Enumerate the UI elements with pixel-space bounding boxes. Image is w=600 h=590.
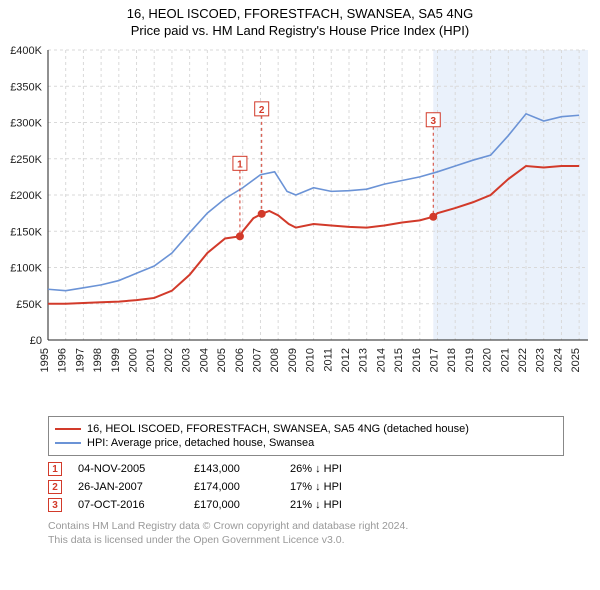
svg-text:£250K: £250K [10,154,42,166]
svg-text:2023: 2023 [535,348,547,372]
svg-text:2008: 2008 [269,348,281,372]
svg-text:2002: 2002 [163,348,175,372]
transaction-table: 1 04-NOV-2005 £143,000 26% ↓ HPI 2 26-JAN-200… [48,462,564,512]
svg-text:2011: 2011 [322,348,334,372]
svg-text:£150K: £150K [10,226,42,238]
svg-text:1999: 1999 [110,348,122,372]
svg-text:1995: 1995 [39,348,51,372]
svg-text:2021: 2021 [499,348,511,372]
svg-text:1996: 1996 [57,348,69,372]
title-subtitle: Price paid vs. HM Land Registry's House … [0,23,600,38]
chart-container: £0 £50K £100K £150K £200K £250K £300K £350K £400… [0,40,600,410]
svg-text:2001: 2001 [145,348,157,372]
svg-text:2015: 2015 [393,348,405,372]
svg-text:£0: £0 [30,335,42,347]
transaction-delta: 26% ↓ HPI [290,463,342,475]
footer-attribution: Contains HM Land Registry data © Crown c… [48,520,564,547]
svg-text:£50K: £50K [16,299,42,311]
svg-text:2010: 2010 [305,348,317,372]
transaction-delta: 21% ↓ HPI [290,499,342,511]
legend-swatch [55,428,81,430]
legend-label: 16, HEOL ISCOED, FFORESTFACH, SWANSEA, S… [87,423,469,435]
footer-line2: This data is licensed under the Open Gov… [48,534,564,548]
title-address: 16, HEOL ISCOED, FFORESTFACH, SWANSEA, S… [0,6,600,21]
transaction-marker: 1 [48,462,62,476]
legend-item: 16, HEOL ISCOED, FFORESTFACH, SWANSEA, S… [55,423,557,435]
chart-svg: £0 £50K £100K £150K £200K £250K £300K £350K £400… [0,40,600,410]
transaction-date: 26-JAN-2007 [78,481,178,493]
svg-text:£350K: £350K [10,81,42,93]
svg-text:2: 2 [259,105,265,116]
transaction-row: 1 04-NOV-2005 £143,000 26% ↓ HPI [48,462,564,476]
svg-text:2024: 2024 [552,348,564,372]
svg-text:2009: 2009 [287,348,299,372]
chart-title-block: 16, HEOL ISCOED, FFORESTFACH, SWANSEA, S… [0,0,600,40]
svg-text:2017: 2017 [429,348,441,372]
transaction-price: £170,000 [194,499,274,511]
svg-text:£300K: £300K [10,118,42,130]
transaction-marker: 3 [48,498,62,512]
transaction-marker: 2 [48,480,62,494]
legend-box: 16, HEOL ISCOED, FFORESTFACH, SWANSEA, S… [48,416,564,456]
transaction-price: £143,000 [194,463,274,475]
svg-text:3: 3 [430,116,436,127]
svg-text:2006: 2006 [234,348,246,372]
svg-text:2025: 2025 [570,348,582,372]
svg-text:2004: 2004 [198,348,210,372]
transaction-row: 2 26-JAN-2007 £174,000 17% ↓ HPI [48,480,564,494]
transaction-date: 07-OCT-2016 [78,499,178,511]
svg-text:2003: 2003 [181,348,193,372]
transaction-price: £174,000 [194,481,274,493]
svg-text:2000: 2000 [128,348,140,372]
svg-text:2013: 2013 [358,348,370,372]
legend-item: HPI: Average price, detached house, Swan… [55,437,557,449]
svg-text:1: 1 [237,159,243,170]
transaction-row: 3 07-OCT-2016 £170,000 21% ↓ HPI [48,498,564,512]
footer-line1: Contains HM Land Registry data © Crown c… [48,520,564,534]
svg-text:£200K: £200K [10,190,42,202]
svg-text:2020: 2020 [482,348,494,372]
legend-swatch [55,442,81,444]
svg-text:2007: 2007 [251,348,263,372]
svg-text:£400K: £400K [10,45,42,57]
svg-text:2016: 2016 [411,348,423,372]
svg-text:2014: 2014 [375,348,387,372]
legend-label: HPI: Average price, detached house, Swan… [87,437,314,449]
svg-text:1997: 1997 [74,348,86,372]
svg-text:2019: 2019 [464,348,476,372]
transaction-delta: 17% ↓ HPI [290,481,342,493]
svg-text:2022: 2022 [517,348,529,372]
svg-text:2018: 2018 [446,348,458,372]
svg-text:£100K: £100K [10,263,42,275]
svg-text:2012: 2012 [340,348,352,372]
transaction-date: 04-NOV-2005 [78,463,178,475]
svg-text:2005: 2005 [216,348,228,372]
svg-text:1998: 1998 [92,348,104,372]
